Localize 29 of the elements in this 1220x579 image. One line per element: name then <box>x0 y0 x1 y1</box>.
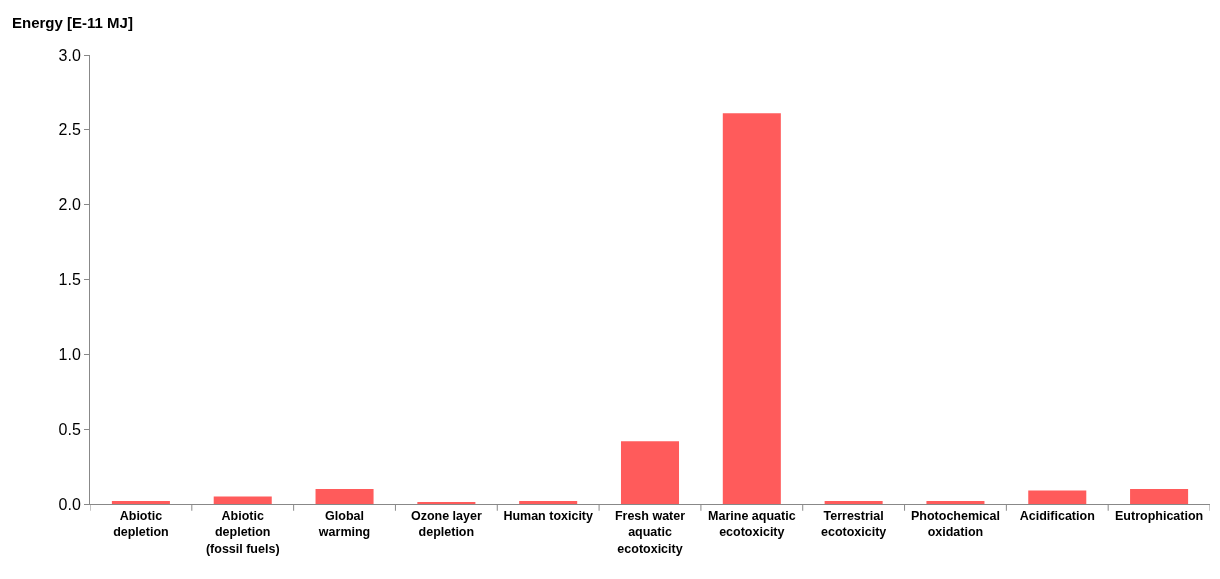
y-tick-label: 3.0 <box>58 46 81 64</box>
bar <box>315 489 374 504</box>
bar <box>620 441 680 504</box>
x-tick-label: Abiotic depletion <box>113 509 169 540</box>
y-tick-label: 0.0 <box>58 495 81 513</box>
x-tick-label: Human toxicity <box>503 509 594 523</box>
bar <box>213 496 272 504</box>
x-tick-label: Eutrophication <box>1114 509 1204 523</box>
bar <box>519 501 578 504</box>
bar <box>722 113 781 504</box>
bar <box>1028 490 1087 504</box>
x-tick-label: Fresh water aquatic ecotoxicity <box>614 509 686 556</box>
y-axis-title: Energy [E-11 MJ] <box>12 14 133 31</box>
bar <box>926 501 985 504</box>
x-tick-label: Terrestrial ecotoxicity <box>820 509 887 540</box>
x-tick-label: Abiotic depletion (fossil fuels) <box>205 509 280 556</box>
bar <box>111 501 170 504</box>
x-tick-label: Ozone layer depletion <box>410 509 482 540</box>
x-tick-label: Photochemical oxidation <box>910 509 1000 540</box>
y-tick-label: 1.5 <box>58 271 81 289</box>
y-tick-label: 0.5 <box>58 420 81 438</box>
bar <box>824 501 883 504</box>
x-tick-label: Global warming <box>317 509 371 540</box>
x-tick-label: Marine aquatic ecotoxicity <box>708 509 796 540</box>
bar <box>1130 489 1189 504</box>
y-tick-label: 1.0 <box>58 345 81 363</box>
x-tick-label: Acidification <box>1019 509 1095 523</box>
y-tick-label: 2.0 <box>58 196 81 214</box>
y-tick-label: 2.5 <box>58 121 81 139</box>
